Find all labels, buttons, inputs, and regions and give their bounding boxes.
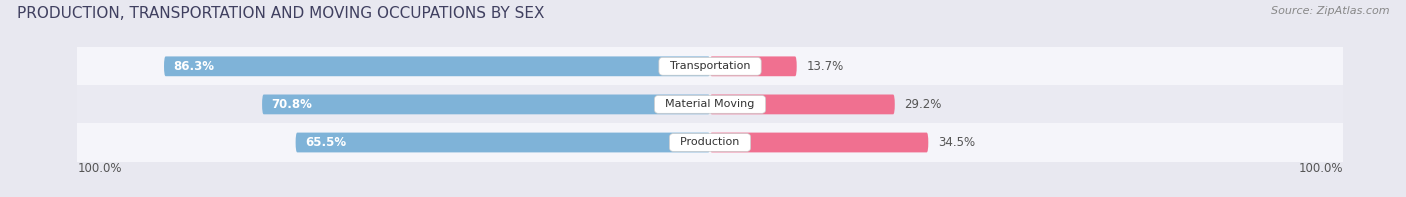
Bar bbox=[77, 47, 1343, 85]
Text: 100.0%: 100.0% bbox=[77, 162, 122, 175]
Text: Transportation: Transportation bbox=[662, 61, 758, 71]
Text: Production: Production bbox=[673, 138, 747, 148]
Text: PRODUCTION, TRANSPORTATION AND MOVING OCCUPATIONS BY SEX: PRODUCTION, TRANSPORTATION AND MOVING OC… bbox=[17, 6, 544, 21]
Bar bbox=[77, 124, 1343, 162]
Text: 100.0%: 100.0% bbox=[1298, 162, 1343, 175]
FancyBboxPatch shape bbox=[710, 56, 797, 76]
Text: 34.5%: 34.5% bbox=[938, 136, 974, 149]
FancyBboxPatch shape bbox=[295, 133, 710, 152]
Text: 65.5%: 65.5% bbox=[305, 136, 346, 149]
Bar bbox=[77, 85, 1343, 124]
Text: 13.7%: 13.7% bbox=[806, 60, 844, 73]
FancyBboxPatch shape bbox=[165, 56, 710, 76]
FancyBboxPatch shape bbox=[262, 95, 710, 114]
FancyBboxPatch shape bbox=[710, 95, 894, 114]
Text: Material Moving: Material Moving bbox=[658, 99, 762, 109]
Text: 29.2%: 29.2% bbox=[904, 98, 942, 111]
Text: 86.3%: 86.3% bbox=[173, 60, 215, 73]
FancyBboxPatch shape bbox=[710, 133, 928, 152]
Text: Source: ZipAtlas.com: Source: ZipAtlas.com bbox=[1271, 6, 1389, 16]
Text: 70.8%: 70.8% bbox=[271, 98, 312, 111]
